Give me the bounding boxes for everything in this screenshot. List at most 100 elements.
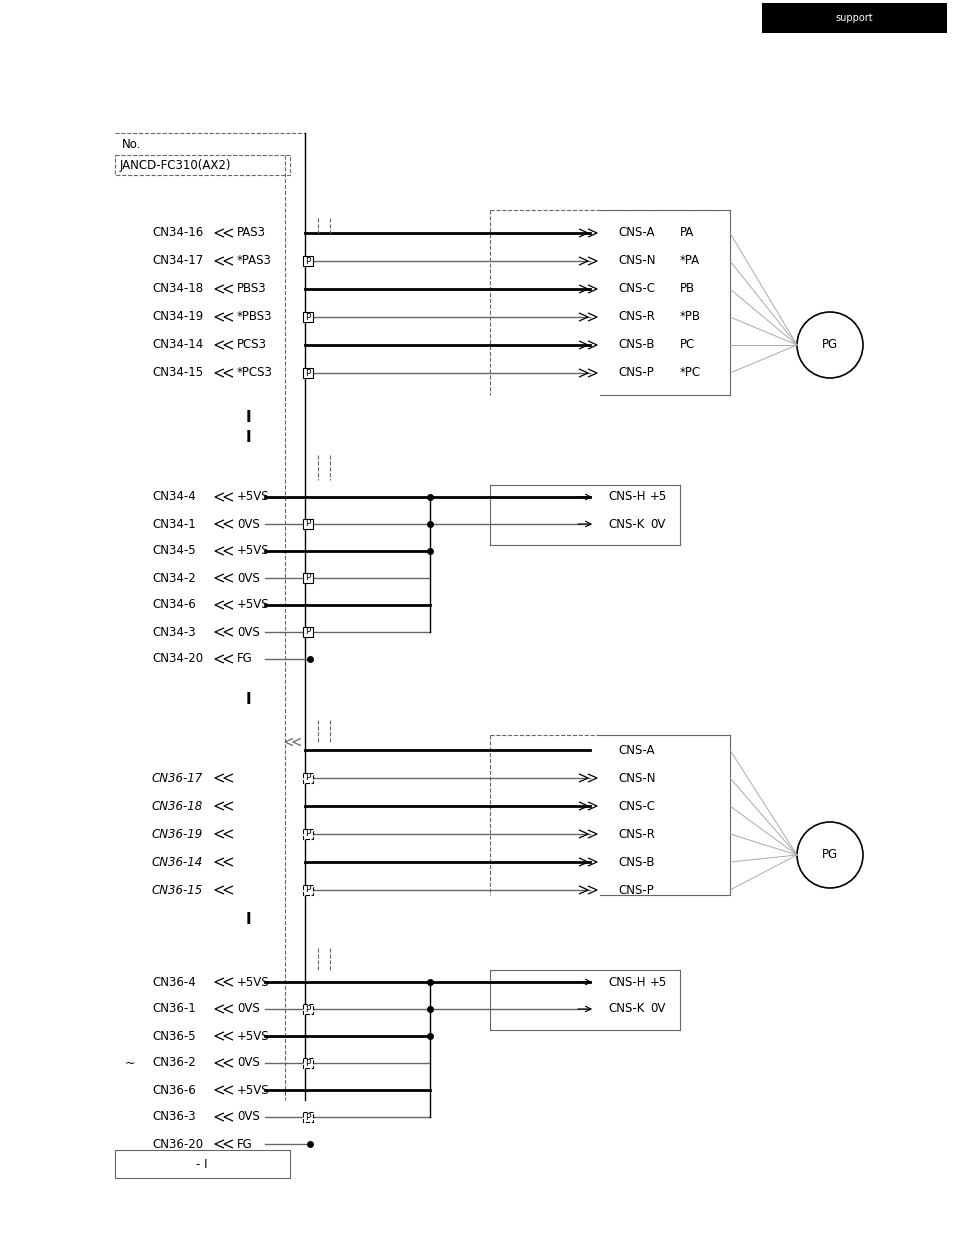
Bar <box>303 1004 313 1014</box>
Text: CNS-K: CNS-K <box>607 517 643 531</box>
Text: CN34-3: CN34-3 <box>152 626 195 638</box>
Text: support: support <box>834 14 872 23</box>
Bar <box>303 573 313 582</box>
Text: 0VS: 0VS <box>236 1056 259 1070</box>
Text: CNS-R: CNS-R <box>618 311 654 323</box>
Text: CN34-1: CN34-1 <box>152 517 195 531</box>
Text: CN36-20: CN36-20 <box>152 1138 203 1150</box>
Text: JANCD-FC310(AX2): JANCD-FC310(AX2) <box>120 159 232 173</box>
Text: +5VS: +5VS <box>236 490 270 503</box>
Text: CNS-R: CNS-R <box>618 828 654 840</box>
Text: CN34-6: CN34-6 <box>152 598 195 612</box>
Bar <box>303 1112 313 1122</box>
Text: FG: FG <box>236 653 253 665</box>
Text: I: I <box>245 431 251 445</box>
Text: 0VS: 0VS <box>236 517 259 531</box>
Text: CN34-20: CN34-20 <box>152 653 203 665</box>
Text: CN34-19: CN34-19 <box>152 311 203 323</box>
Text: CNS-P: CNS-P <box>618 884 653 896</box>
Text: P: P <box>305 1059 311 1067</box>
Text: *PB: *PB <box>679 311 700 323</box>
Text: +5VS: +5VS <box>236 544 270 558</box>
Text: PB: PB <box>679 283 695 295</box>
Text: *PCS3: *PCS3 <box>236 366 273 380</box>
Text: FG: FG <box>236 1138 253 1150</box>
Text: CN36-2: CN36-2 <box>152 1056 195 1070</box>
Text: I: I <box>245 692 251 707</box>
Bar <box>303 772 313 784</box>
FancyBboxPatch shape <box>115 155 290 175</box>
Text: PBS3: PBS3 <box>236 283 266 295</box>
Text: +5VS: +5VS <box>236 598 270 612</box>
Text: CN34-18: CN34-18 <box>152 283 203 295</box>
Text: +5: +5 <box>649 490 666 503</box>
Bar <box>303 255 313 267</box>
Text: CNS-N: CNS-N <box>618 254 655 268</box>
Text: 0VS: 0VS <box>236 571 259 585</box>
Text: CN34-16: CN34-16 <box>152 227 203 239</box>
Text: P: P <box>305 257 311 265</box>
Bar <box>303 1058 313 1067</box>
Text: P: P <box>305 628 311 637</box>
Text: CN36-17: CN36-17 <box>152 771 203 785</box>
Text: P: P <box>305 829 311 838</box>
Text: PCS3: PCS3 <box>236 338 267 352</box>
Text: No.: No. <box>122 138 141 151</box>
Text: CN34-4: CN34-4 <box>152 490 195 503</box>
Text: +5: +5 <box>649 976 666 988</box>
Text: CN34-17: CN34-17 <box>152 254 203 268</box>
Text: P: P <box>305 1004 311 1013</box>
Text: P: P <box>305 369 311 378</box>
Text: +5VS: +5VS <box>236 1029 270 1043</box>
Text: CN36-6: CN36-6 <box>152 1083 195 1097</box>
Text: CN36-5: CN36-5 <box>152 1029 195 1043</box>
Bar <box>761 2 946 33</box>
Text: CNS-K: CNS-K <box>607 1002 643 1016</box>
Text: P: P <box>305 520 311 528</box>
Bar <box>303 627 313 637</box>
Text: PC: PC <box>679 338 695 352</box>
Text: CN36-18: CN36-18 <box>152 800 203 812</box>
Text: P: P <box>305 1113 311 1122</box>
Text: CN36-3: CN36-3 <box>152 1111 195 1123</box>
Text: CN36-4: CN36-4 <box>152 976 195 988</box>
Bar <box>303 368 313 378</box>
Text: P: P <box>305 886 311 895</box>
Bar <box>115 1150 290 1178</box>
Text: CNS-N: CNS-N <box>618 771 655 785</box>
Text: PA: PA <box>679 227 694 239</box>
Text: *PAS3: *PAS3 <box>236 254 272 268</box>
Text: CNS-H: CNS-H <box>607 490 645 503</box>
Text: *PBS3: *PBS3 <box>236 311 273 323</box>
Bar <box>303 312 313 322</box>
Text: CN34-15: CN34-15 <box>152 366 203 380</box>
Text: PAS3: PAS3 <box>236 227 266 239</box>
Bar <box>303 520 313 529</box>
Text: CN34-5: CN34-5 <box>152 544 195 558</box>
Text: I: I <box>245 912 251 928</box>
Text: CNS-A: CNS-A <box>618 227 654 239</box>
Text: 0V: 0V <box>649 1002 664 1016</box>
Text: CNS-H: CNS-H <box>607 976 645 988</box>
Bar <box>303 885 313 895</box>
Text: *PC: *PC <box>679 366 700 380</box>
Text: CN36-19: CN36-19 <box>152 828 203 840</box>
Text: CN34-14: CN34-14 <box>152 338 203 352</box>
Text: +5VS: +5VS <box>236 1083 270 1097</box>
Text: CN36-15: CN36-15 <box>152 884 203 896</box>
Text: CN36-14: CN36-14 <box>152 855 203 869</box>
Text: P: P <box>305 312 311 322</box>
Text: CNS-P: CNS-P <box>618 366 653 380</box>
Text: CNS-A: CNS-A <box>618 744 654 756</box>
Text: CNS-C: CNS-C <box>618 800 655 812</box>
Text: PG: PG <box>821 338 837 352</box>
Text: 0VS: 0VS <box>236 626 259 638</box>
Text: CNS-C: CNS-C <box>618 283 655 295</box>
Bar <box>303 829 313 839</box>
Text: I: I <box>245 411 251 426</box>
Text: CNS-B: CNS-B <box>618 855 654 869</box>
Text: 0VS: 0VS <box>236 1111 259 1123</box>
Text: PG: PG <box>821 849 837 861</box>
Text: P: P <box>305 774 311 782</box>
Text: CN34-2: CN34-2 <box>152 571 195 585</box>
